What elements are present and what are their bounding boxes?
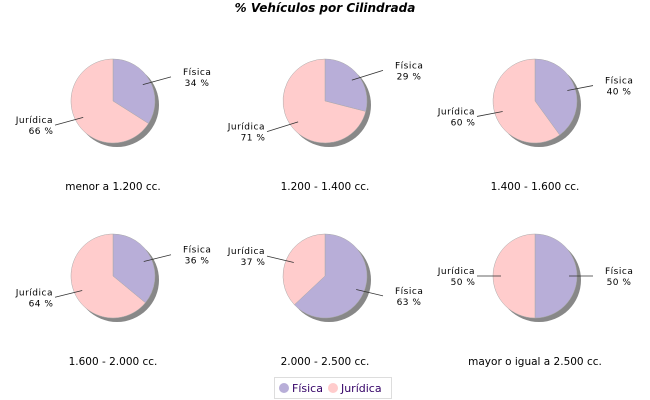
slice-label: Física	[183, 246, 211, 256]
chart-title: % Vehículos por Cilindrada	[234, 1, 416, 15]
legend-swatch	[327, 383, 338, 393]
leader-line	[266, 255, 294, 263]
pie-slice	[282, 58, 366, 144]
leader-line	[54, 290, 83, 298]
legend-item-juridica: Jurídica	[327, 381, 382, 395]
leader-line	[567, 85, 594, 91]
pie-category-label: menor a 1.200 cc.	[65, 181, 160, 193]
slice-label: Física	[605, 77, 633, 87]
pie-slice	[112, 233, 156, 304]
slice-label: Jurídica	[227, 247, 265, 257]
pie-slice	[70, 58, 149, 144]
legend: Física Jurídica	[274, 377, 392, 399]
legend-swatch	[279, 383, 289, 393]
pie-slice	[282, 233, 326, 306]
pie-category-label: 1.200 - 1.400 cc.	[281, 181, 370, 193]
legend-label: Jurídica	[340, 381, 382, 395]
legend-item-fisica: Física	[279, 382, 323, 395]
slice-value: 40 %	[607, 88, 632, 98]
leader-line	[356, 289, 384, 297]
leader-line	[142, 76, 172, 86]
pie-category-label: 1.600 - 2.000 cc.	[69, 356, 158, 368]
pie-slice	[294, 233, 368, 319]
pie-slice	[492, 58, 561, 144]
slice-value: 29 %	[397, 72, 422, 82]
slice-label: Física	[183, 68, 211, 78]
slice-value: 66 %	[29, 127, 54, 137]
slice-value: 50 %	[607, 278, 632, 288]
slice-label: Jurídica	[227, 123, 265, 133]
slice-value: 63 %	[397, 298, 422, 308]
pie-slice	[534, 58, 578, 136]
slice-label: Jurídica	[15, 116, 53, 126]
legend-label: Física	[292, 381, 323, 395]
leader-line	[143, 254, 172, 262]
leader-line	[266, 121, 299, 133]
slice-label: Física	[395, 287, 423, 297]
slice-label: Jurídica	[437, 267, 475, 277]
leader-line	[351, 69, 384, 81]
slice-label: Jurídica	[437, 107, 475, 117]
slice-value: 36 %	[185, 257, 210, 267]
leader-line	[54, 116, 84, 126]
leader-line	[476, 111, 503, 117]
slice-value: 34 %	[185, 79, 210, 89]
pie-slice	[70, 233, 146, 319]
slice-value: 64 %	[29, 299, 54, 309]
pie-slice	[324, 58, 368, 112]
pie-category-label: 1.400 - 1.600 cc.	[491, 181, 580, 193]
slice-label: Jurídica	[15, 288, 53, 298]
slice-value: 60 %	[451, 118, 476, 128]
slice-value: 71 %	[241, 134, 266, 144]
pie-category-label: 2.000 - 2.500 cc.	[281, 356, 370, 368]
slice-value: 50 %	[451, 278, 476, 288]
pie-category-label: mayor o igual a 2.500 cc.	[468, 356, 602, 368]
slice-value: 37 %	[241, 258, 266, 268]
slice-label: Física	[605, 267, 633, 277]
slice-label: Física	[395, 61, 423, 71]
